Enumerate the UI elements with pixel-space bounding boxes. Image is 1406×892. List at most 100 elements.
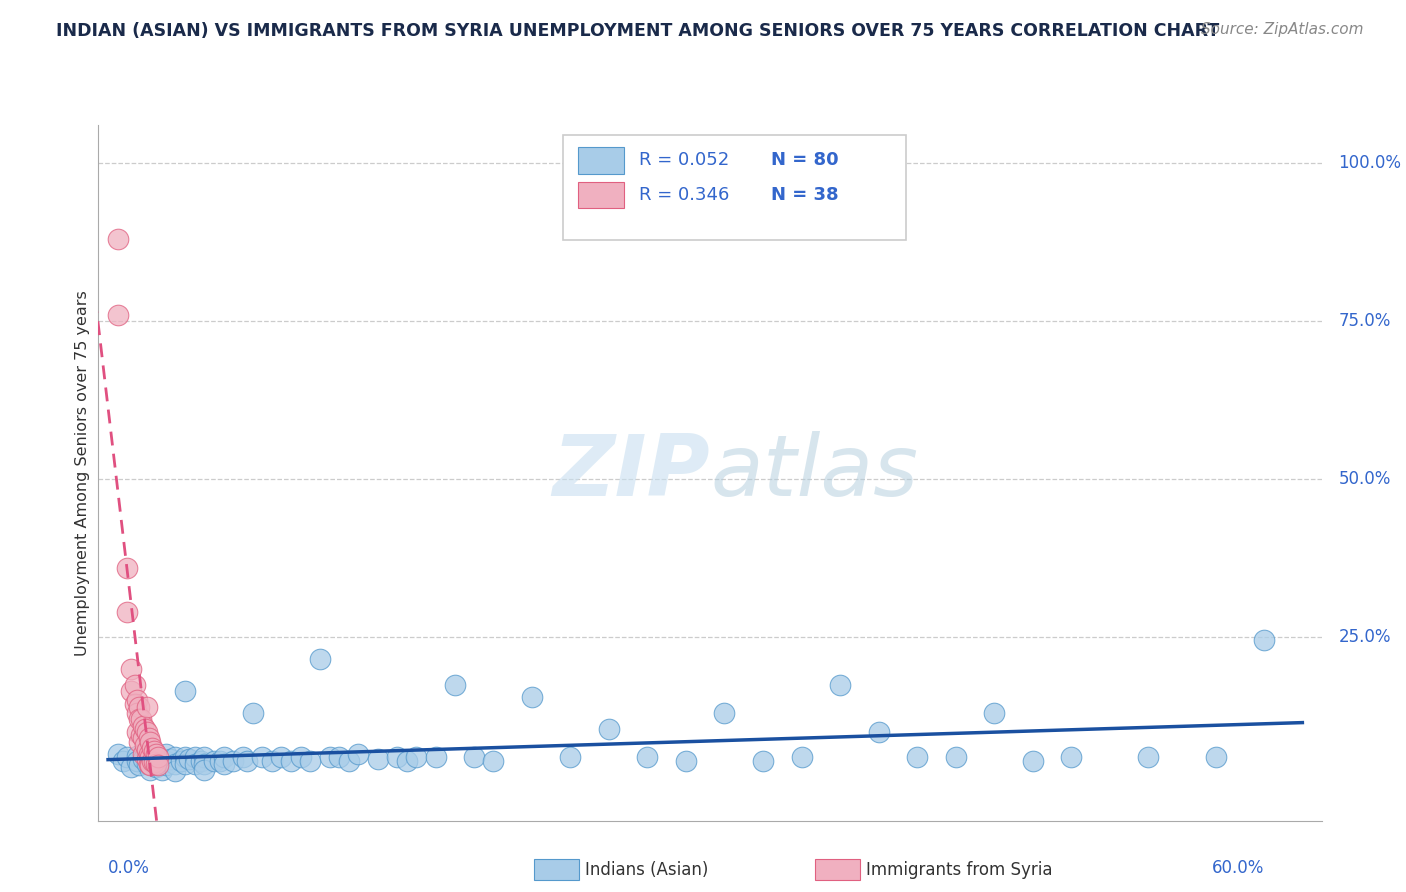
Point (174, 756, 197, 771)
Text: 50.0%: 50.0% (1339, 470, 1391, 488)
Point (145, 760, 167, 774)
Point (145, 758, 167, 772)
Point (129, 713, 152, 727)
Point (385, 750, 408, 764)
Point (184, 756, 207, 771)
Point (150, 763, 173, 777)
Point (107, 308, 129, 322)
Y-axis label: Unemployment Among Seniors over 75 years: Unemployment Among Seniors over 75 years (75, 290, 90, 656)
Point (132, 747, 155, 762)
FancyBboxPatch shape (578, 182, 624, 209)
Point (675, 754, 697, 768)
Point (309, 652, 332, 666)
Point (135, 756, 157, 771)
Point (347, 747, 370, 762)
FancyBboxPatch shape (578, 147, 624, 174)
Point (443, 678, 465, 692)
Point (141, 754, 163, 768)
Point (208, 754, 231, 768)
Point (107, 232, 129, 246)
Point (713, 706, 735, 720)
Point (202, 754, 225, 768)
Point (138, 731, 160, 746)
Point (139, 763, 162, 777)
Point (520, 690, 543, 705)
Point (560, 750, 582, 764)
Point (165, 750, 187, 764)
Point (159, 752, 181, 766)
Point (280, 754, 302, 768)
Point (235, 754, 257, 768)
Point (212, 750, 235, 764)
Text: R = 0.052: R = 0.052 (640, 152, 730, 169)
Point (636, 750, 658, 764)
Point (155, 747, 177, 762)
Point (143, 744, 166, 758)
Point (828, 678, 851, 692)
Point (177, 752, 200, 766)
FancyBboxPatch shape (564, 136, 905, 240)
Point (165, 764, 187, 779)
Point (124, 678, 146, 692)
Point (868, 725, 890, 739)
Point (328, 750, 350, 764)
Point (155, 754, 177, 768)
Point (598, 722, 620, 736)
Point (174, 684, 197, 698)
Point (1205, 750, 1227, 764)
Point (184, 750, 207, 764)
Text: R = 0.346: R = 0.346 (640, 186, 730, 204)
Point (139, 758, 162, 772)
Point (242, 706, 264, 720)
Point (165, 756, 187, 771)
Point (128, 713, 150, 727)
Point (983, 706, 1005, 720)
Point (482, 754, 505, 768)
Point (290, 750, 312, 764)
Point (107, 747, 129, 762)
Text: 25.0%: 25.0% (1339, 628, 1391, 646)
Point (135, 725, 157, 739)
Point (117, 750, 139, 764)
Point (128, 699, 150, 714)
Point (125, 706, 148, 720)
Text: INDIAN (ASIAN) VS IMMIGRANTS FROM SYRIA UNEMPLOYMENT AMONG SENIORS OVER 75 YEARS: INDIAN (ASIAN) VS IMMIGRANTS FROM SYRIA … (56, 22, 1219, 40)
Point (125, 693, 148, 707)
Point (135, 747, 157, 762)
Point (270, 750, 292, 764)
Text: 100.0%: 100.0% (1339, 153, 1402, 172)
Point (120, 662, 142, 676)
Point (193, 756, 215, 771)
Point (170, 754, 193, 768)
Point (135, 743, 157, 757)
Point (128, 758, 150, 772)
Point (134, 738, 156, 752)
Point (141, 740, 163, 755)
Point (174, 750, 197, 764)
Point (232, 750, 254, 764)
Point (143, 756, 166, 770)
Text: N = 80: N = 80 (772, 152, 839, 169)
Point (120, 684, 142, 698)
Point (790, 750, 813, 764)
Point (124, 697, 146, 711)
Point (132, 752, 155, 766)
Point (395, 754, 418, 768)
Text: Immigrants from Syria: Immigrants from Syria (866, 861, 1053, 879)
Text: N = 38: N = 38 (772, 186, 839, 204)
Text: ZIP: ZIP (553, 431, 710, 515)
Point (138, 747, 160, 762)
Point (134, 722, 156, 736)
Point (425, 750, 447, 764)
Point (190, 754, 212, 768)
Text: 75.0%: 75.0% (1339, 312, 1391, 330)
Point (222, 754, 245, 768)
Point (125, 754, 148, 768)
Point (145, 747, 167, 762)
Point (132, 719, 155, 733)
Point (752, 754, 775, 768)
Point (193, 763, 215, 777)
Point (120, 760, 142, 774)
Point (139, 754, 162, 768)
Point (125, 749, 148, 764)
